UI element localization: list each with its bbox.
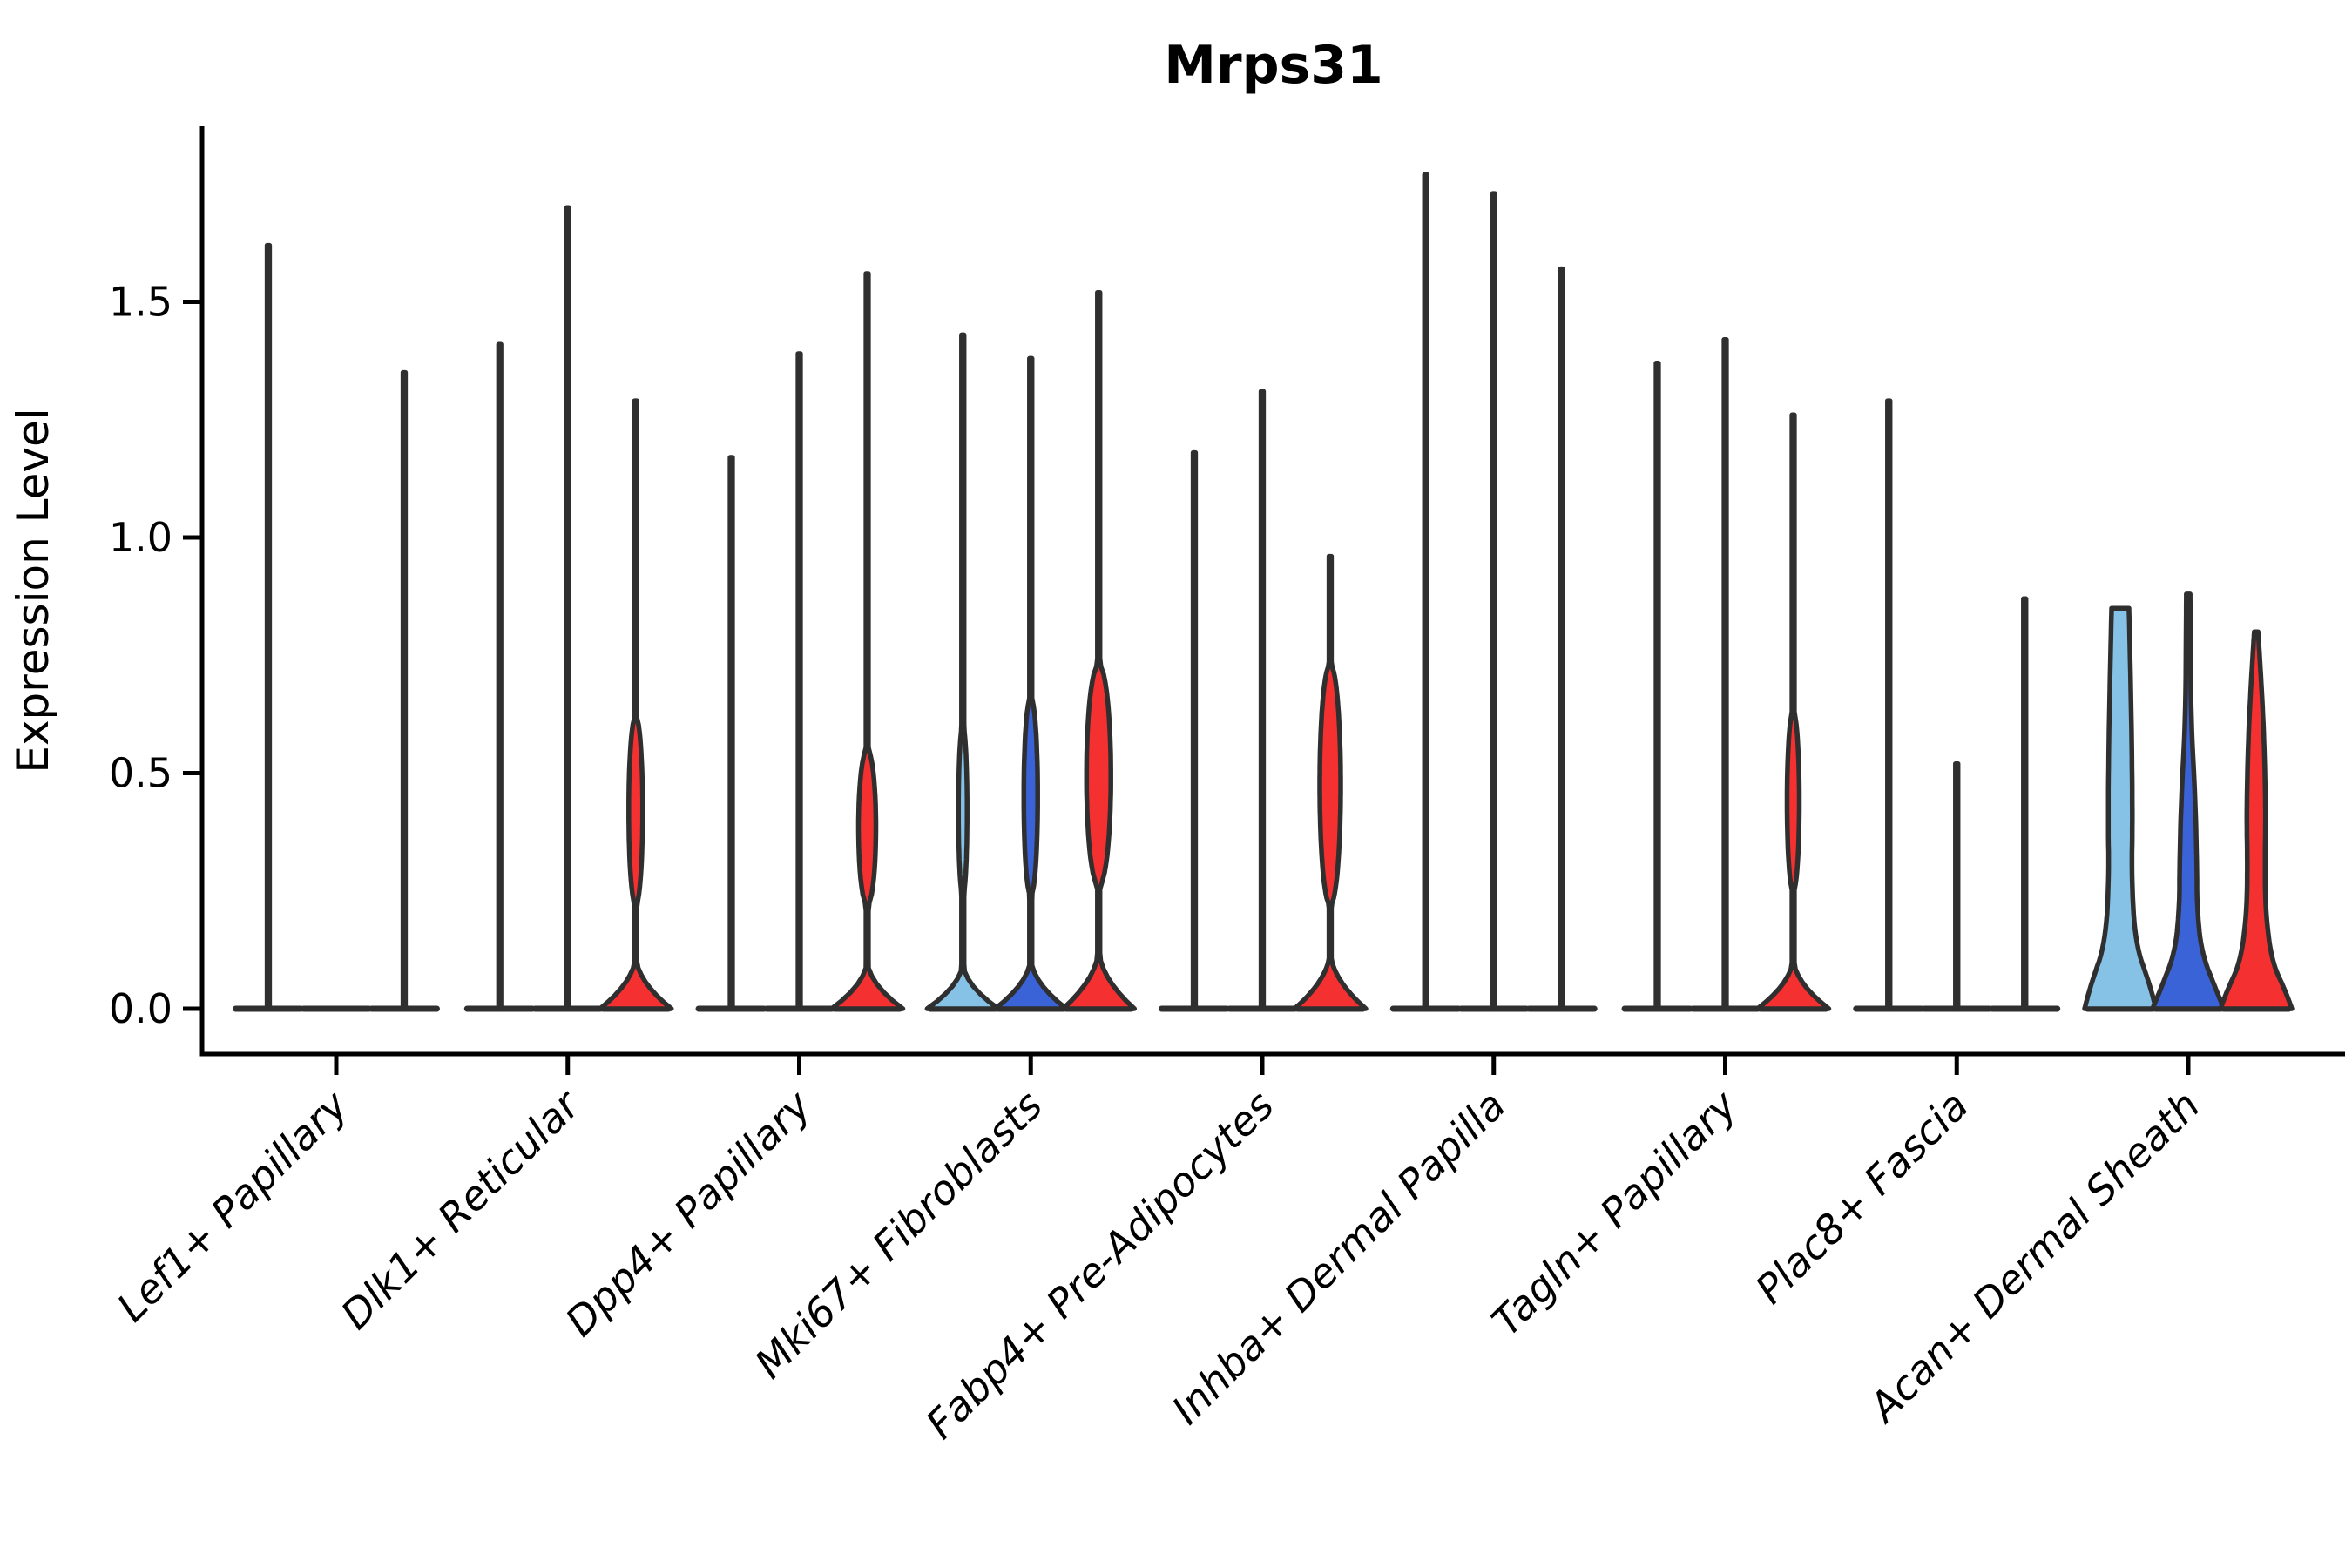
violin xyxy=(924,332,1002,1011)
violin xyxy=(828,271,906,1011)
violin xyxy=(992,355,1070,1011)
violin xyxy=(727,455,735,1011)
violin xyxy=(1490,191,1497,1011)
violin xyxy=(1953,760,1961,1011)
violin xyxy=(1422,172,1429,1011)
y-tick-label: 0.5 xyxy=(109,750,172,797)
violin xyxy=(1292,553,1369,1011)
violin xyxy=(1754,412,1832,1011)
violin xyxy=(1190,449,1199,1011)
x-tick-label: Tagln+ Papillary xyxy=(1483,1081,1747,1345)
violin xyxy=(2218,629,2295,1011)
x-tick-label: Dpp4+ Papillary xyxy=(557,1081,821,1345)
violin xyxy=(564,205,571,1011)
violin xyxy=(2082,605,2159,1011)
violin xyxy=(1721,337,1729,1011)
violin xyxy=(1885,398,1893,1011)
violin xyxy=(795,351,803,1011)
violin xyxy=(1060,289,1138,1011)
violin xyxy=(400,369,409,1011)
x-tick-label: Dlk1+ Reticular xyxy=(332,1079,591,1338)
violin-baseline xyxy=(301,1005,372,1012)
chart-title: Mrps31 xyxy=(1164,35,1382,96)
violin xyxy=(1558,266,1565,1011)
x-tick-label: Lef1+ Papillary xyxy=(108,1081,357,1330)
violin xyxy=(496,341,504,1011)
violin xyxy=(2021,596,2029,1011)
x-tick-label: Plac8+ Fascia xyxy=(1747,1082,1977,1313)
violin xyxy=(1653,361,1661,1011)
y-tick-label: 1.5 xyxy=(109,279,172,326)
y-tick-label: 0.0 xyxy=(109,985,172,1032)
violin xyxy=(598,398,674,1011)
y-axis-label: Expression Level xyxy=(8,408,58,773)
violin xyxy=(1258,389,1267,1011)
violin xyxy=(2150,591,2227,1011)
violin xyxy=(264,242,273,1011)
y-tick-label: 1.0 xyxy=(109,514,172,561)
